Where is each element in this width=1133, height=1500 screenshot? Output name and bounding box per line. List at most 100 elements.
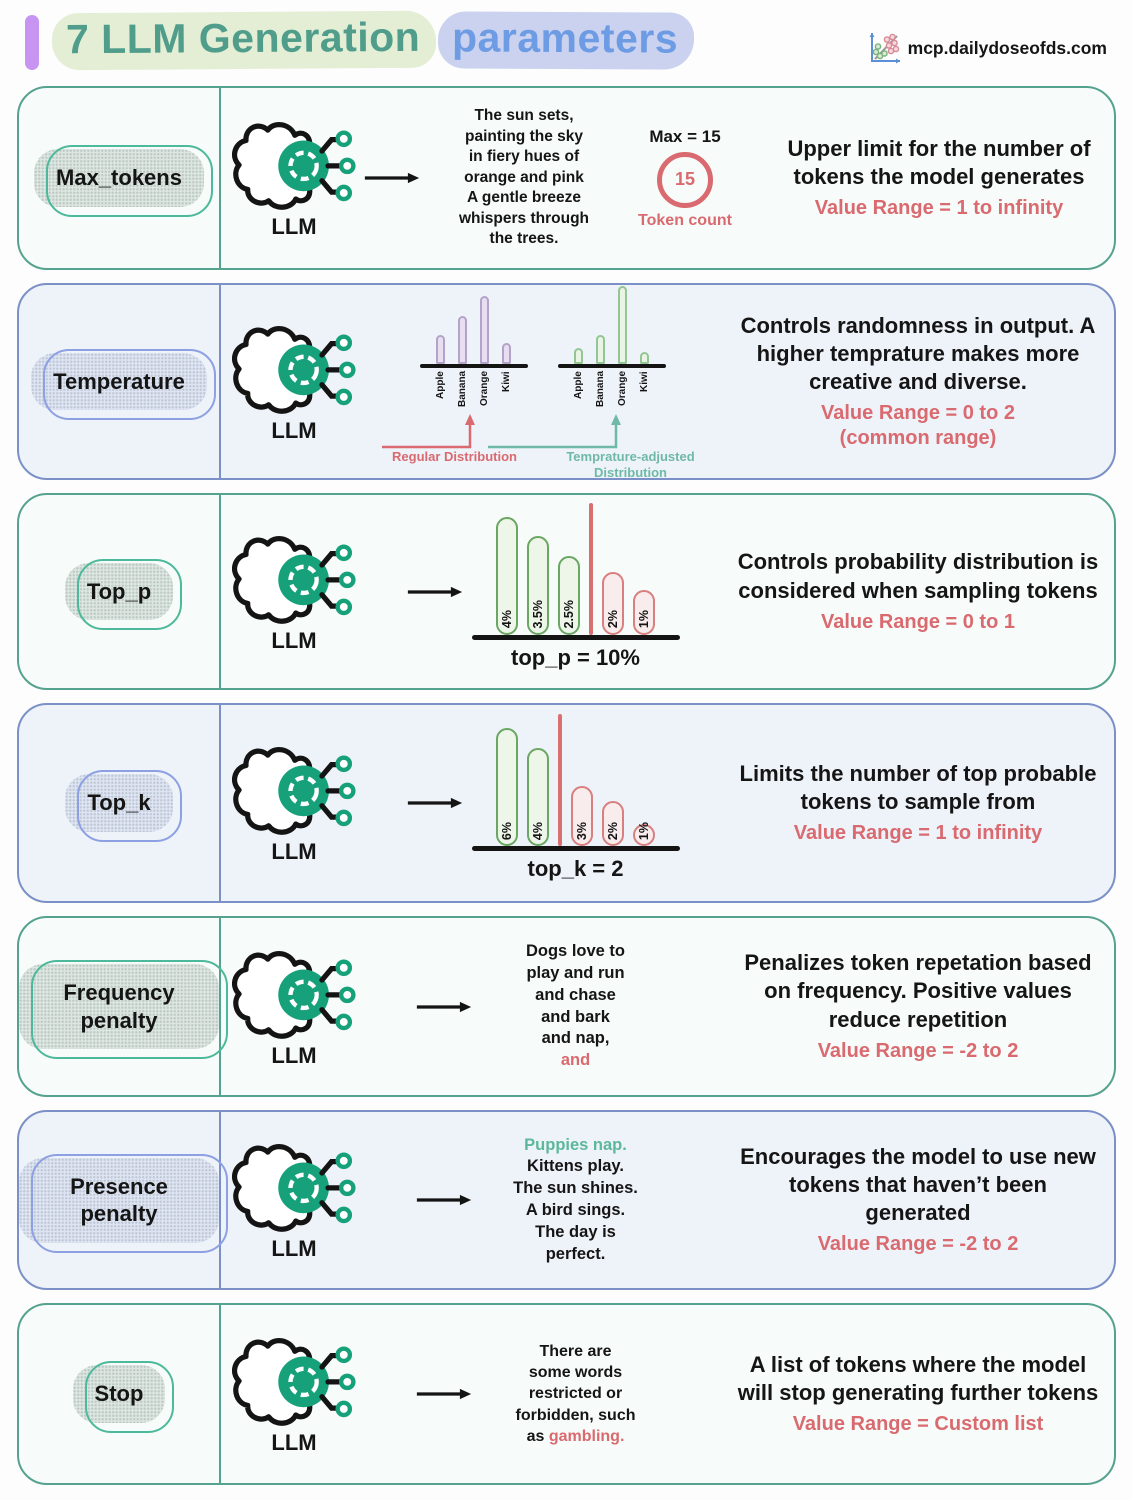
page-title: 7 LLM Generation parameters [51, 10, 695, 71]
title-part-green: 7 LLM Generation [51, 10, 437, 71]
max-label: Max = 15 [649, 126, 721, 146]
param-label-presence-penalty: Presence penalty [19, 1153, 228, 1253]
description-column: Controls probability distribution is con… [722, 495, 1114, 688]
llm-icon-column: LLM [221, 1112, 363, 1288]
value-range: Value Range = 1 to infinity [814, 197, 1064, 220]
example-column: Puppies nap. Kittens play. The sun shines… [363, 1112, 722, 1288]
label-column: Max_tokens [19, 88, 221, 268]
bar-chart-top-p: 4% 3.5% 2.5% 2% 1% top_p = 10% [471, 502, 680, 671]
value-range: Value Range = 0 to 2 [821, 402, 1015, 425]
right-arrow-icon [363, 171, 421, 185]
token-count-caption: Token count [638, 211, 732, 229]
right-arrow-icon [414, 1387, 473, 1401]
regular-distribution-label: Regular Distribution [392, 449, 517, 465]
llm-brain-icon [232, 320, 356, 418]
llm-label: LLM [271, 839, 317, 864]
description-column: Controls randomness in output. A higher … [722, 285, 1114, 478]
adjusted-distribution-label: Temprature-adjusted Distribution [566, 449, 695, 480]
generated-text: Puppies nap. Kittens play. The sun shines… [481, 1135, 671, 1266]
generated-text: Dogs love to play and run and chase and bar… [481, 941, 671, 1072]
description-column: Limits the number of top probable tokens… [722, 705, 1114, 901]
label-column: Stop [19, 1305, 221, 1483]
example-column: 4% 3.5% 2.5% 2% 1% top_p = 10% [363, 495, 722, 688]
param-description: Controls randomness in output. A higher … [740, 312, 1096, 395]
llm-label: LLM [271, 1236, 317, 1261]
param-label-top-p: Top_p [64, 558, 183, 630]
generated-text: The sun sets, painting the sky in fiery hu… [458, 107, 590, 248]
generated-text-lines: Dogs love to play and run and chase and bar… [525, 942, 625, 1048]
param-label-frequency-penalty: Frequency penalty [19, 960, 228, 1059]
example-column: There are some words restricted or forbidde… [363, 1305, 722, 1483]
stop-token: gambling. [548, 1427, 625, 1445]
param-description: Encourages the model to use new tokens t… [740, 1143, 1096, 1226]
penalized-token: and [560, 1051, 591, 1070]
bar-chart-top-k: 6% 4% 3% 2% 1% top_k = 2 [471, 714, 680, 882]
right-arrow-icon [405, 796, 464, 810]
generated-text-lines: There are some words restricted or forbidde… [515, 1343, 636, 1424]
param-description: Limits the number of top probable tokens… [739, 760, 1097, 814]
param-card-max-tokens: Max_tokens LLM The sun sets, painting the… [17, 86, 1116, 270]
param-card-top-k: Top_k LLM 6% 4% 3% 2% 1% top_k = 2 Limits the… [17, 703, 1116, 903]
llm-label: LLM [271, 627, 317, 653]
llm-icon-column: LLM [221, 495, 363, 688]
param-label-temperature: Temperature [31, 348, 216, 420]
param-card-frequency-penalty: Frequency penalty LLM Dogs love to play a… [17, 916, 1116, 1097]
last-line-prefix: as [526, 1427, 549, 1445]
param-label-top-k: Top_k [65, 770, 182, 842]
header: 7 LLM Generation parameters mcp.dailydose… [0, 0, 1133, 84]
llm-brain-icon [232, 1332, 356, 1430]
site-url: mcp.dailydoseofds.com [907, 37, 1107, 58]
value-range: Value Range = 0 to 1 [821, 610, 1015, 633]
llm-brain-icon [232, 945, 356, 1043]
llm-icon-column: LLM [221, 88, 363, 268]
distribution-arrows-icon [381, 414, 621, 449]
param-description: Controls probability distribution is con… [737, 549, 1099, 603]
right-arrow-icon [414, 1193, 473, 1207]
param-card-stop: Stop LLM There are some words restricted o… [17, 1303, 1116, 1485]
llm-label: LLM [271, 1042, 317, 1068]
llm-icon-column: LLM [221, 1305, 363, 1483]
param-card-presence-penalty: Presence penalty LLM Puppies nap. Kitten… [17, 1110, 1116, 1290]
value-range: Value Range = 1 to infinity [793, 822, 1043, 845]
label-column: Frequency penalty [19, 918, 228, 1095]
purple-accent-bar [25, 15, 39, 70]
description-column: Upper limit for the number of tokens the… [743, 88, 1133, 268]
example-column: 6% 4% 3% 2% 1% top_k = 2 [363, 705, 722, 901]
scatter-plot-icon [869, 33, 900, 64]
example-column: Apple Banana Orange Kiwi Apple Banana Orange K… [363, 282, 722, 480]
value-range-note: (common range) [839, 427, 997, 450]
label-column: Top_p [19, 495, 221, 688]
parameter-cards: Max_tokens LLM The sun sets, painting the… [0, 84, 1133, 1485]
value-range: Value Range = -2 to 2 [817, 1233, 1019, 1256]
llm-brain-icon [232, 1138, 356, 1236]
description-column: Penalizes token repetation based on freq… [722, 918, 1114, 1095]
bar-chart-adjusted-distribution: Apple Banana Orange Kiwi [557, 282, 666, 417]
description-column: Encourages the model to use new tokens t… [722, 1112, 1114, 1288]
llm-label: LLM [271, 1430, 317, 1455]
description-column: A list of tokens where the model will st… [722, 1305, 1114, 1483]
label-column: Top_k [19, 705, 221, 901]
llm-icon-column: LLM [221, 918, 363, 1095]
title-part-blue: parameters [438, 11, 695, 70]
label-column: Presence penalty [19, 1112, 228, 1288]
param-card-top-p: Top_p LLM 4% 3.5% 2.5% 2% 1% top_p = 10% Cont… [17, 493, 1116, 690]
llm-label: LLM [271, 214, 317, 239]
right-arrow-icon [414, 999, 473, 1014]
value-range: Value Range = -2 to 2 [817, 1039, 1019, 1062]
param-label-max-tokens: Max_tokens [34, 145, 213, 217]
llm-brain-icon [232, 116, 356, 214]
example-column: Dogs love to play and run and chase and bar… [363, 918, 722, 1095]
example-column: The sun sets, painting the sky in fiery hu… [363, 88, 743, 268]
temperature-charts: Apple Banana Orange Kiwi Apple Banana Orange K… [378, 282, 708, 480]
param-description: Upper limit for the number of tokens the… [787, 135, 1091, 189]
param-description: Penalizes token repetation based on freq… [744, 950, 1092, 1032]
label-column: Temperature [19, 285, 221, 478]
generated-text: There are some words restricted or forbidde… [481, 1341, 671, 1447]
new-token-line: Puppies nap. [524, 1135, 627, 1154]
right-arrow-icon [405, 584, 464, 599]
llm-icon-column: LLM [221, 285, 363, 478]
llm-label: LLM [271, 417, 317, 443]
llm-icon-column: LLM [221, 705, 363, 901]
token-count-circle: 15 [657, 151, 713, 208]
